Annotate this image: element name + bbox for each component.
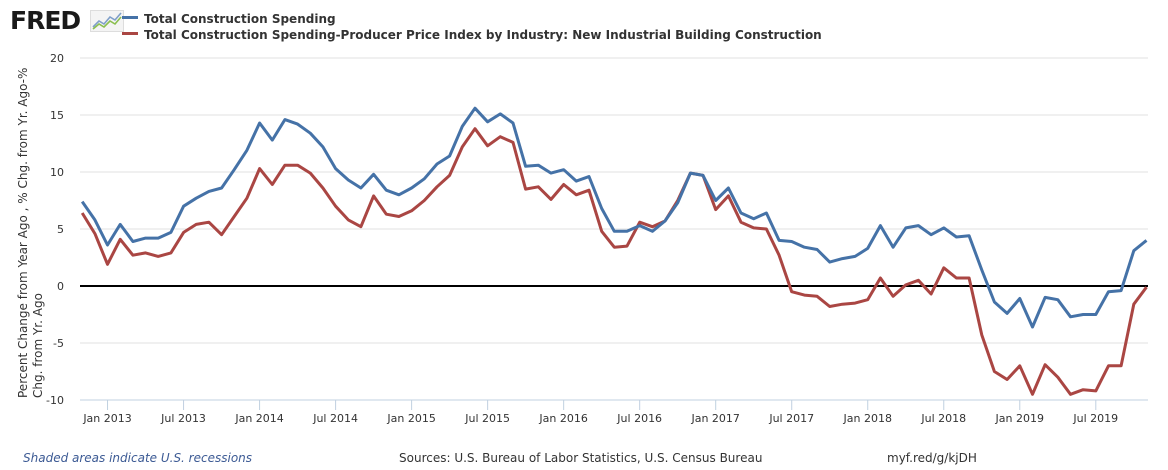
x-tick-label: Jul 2019 (1072, 412, 1118, 425)
x-tick-label: Jan 2017 (690, 412, 739, 425)
fred-logo-text: FRED (10, 6, 81, 35)
y-tick-label: 5 (57, 223, 64, 236)
y-tick-label: 10 (50, 166, 64, 179)
series-lines (80, 106, 1148, 396)
legend-item-series-2[interactable]: Total Construction Spending-Producer Pri… (122, 28, 822, 44)
x-tick-label: Jul 2018 (920, 412, 966, 425)
y-tick-label: 20 (50, 52, 64, 65)
y-tick-label: 0 (57, 280, 64, 293)
line-chart-logo-icon (90, 10, 124, 32)
x-tick-label: Jan 2016 (538, 412, 587, 425)
gridlines (80, 57, 1148, 344)
series-line-ppi[interactable] (80, 127, 1148, 396)
x-tick-label: Jan 2018 (843, 412, 892, 425)
x-axis: Jan 2013 Jul 2013 Jan 2014 Jul 2014 Jan 2015… (80, 399, 1148, 425)
y-axis: -10 -5 0 5 10 15 20 (46, 52, 64, 407)
legend-label: Total Construction Spending-Producer Pri… (144, 28, 822, 42)
y-axis-title-line-2: Chg. from Yr. Ago (31, 293, 45, 398)
x-tick-label: Jan 2019 (995, 412, 1044, 425)
x-tick-label: Jul 2014 (312, 412, 358, 425)
y-tick-label: 15 (50, 109, 64, 122)
sources-text: Sources: U.S. Bureau of Labor Statistics… (399, 451, 763, 465)
x-tick-label: Jul 2015 (464, 412, 510, 425)
x-tick-label: Jan 2013 (82, 412, 131, 425)
chart-header: FRED Total Construction Spending Total C… (0, 0, 1168, 50)
series-line-construction-spending[interactable] (80, 106, 1148, 329)
x-tick-label: Jul 2017 (768, 412, 814, 425)
legend-swatch-blue (122, 15, 138, 20)
legend-swatch-red (122, 31, 138, 36)
legend-label: Total Construction Spending (144, 12, 336, 26)
x-tick-label: Jan 2014 (234, 412, 283, 425)
x-tick-label: Jul 2016 (616, 412, 662, 425)
y-tick-label: -5 (53, 337, 64, 350)
y-tick-label: -10 (46, 394, 64, 407)
x-tick-label: Jan 2015 (386, 412, 435, 425)
short-link[interactable]: myf.red/g/kjDH (887, 451, 977, 465)
recession-note-link[interactable]: Shaded areas indicate U.S. recessions (23, 451, 253, 465)
x-tick-label: Jul 2013 (160, 412, 206, 425)
y-axis-title-line-1: Percent Change from Year Ago , % Chg. fr… (16, 68, 30, 398)
chart-plot: Jan 2013 Jul 2013 Jan 2014 Jul 2014 Jan 2015… (16, 52, 1148, 425)
legend-item-series-1[interactable]: Total Construction Spending (122, 12, 336, 28)
